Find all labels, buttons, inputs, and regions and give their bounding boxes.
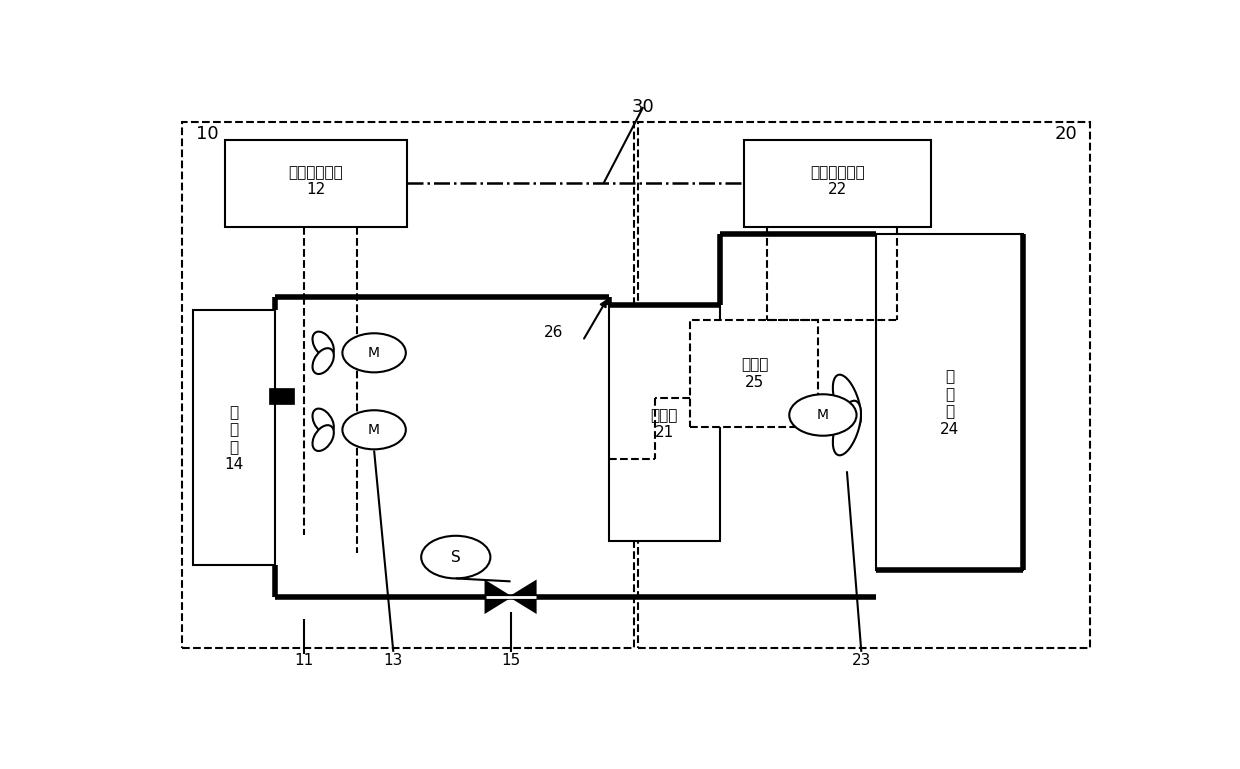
Ellipse shape	[312, 408, 334, 434]
Polygon shape	[486, 581, 511, 612]
Ellipse shape	[833, 401, 861, 455]
Text: 冷
凝
器
24: 冷 凝 器 24	[940, 370, 960, 437]
Text: 11: 11	[294, 653, 314, 668]
Text: 13: 13	[383, 653, 403, 668]
Bar	[875, 234, 1023, 570]
Ellipse shape	[312, 348, 334, 374]
Text: M: M	[817, 408, 828, 422]
Ellipse shape	[312, 425, 334, 451]
Text: M: M	[368, 346, 381, 360]
Polygon shape	[511, 581, 536, 612]
Circle shape	[342, 410, 405, 449]
Bar	[744, 140, 930, 227]
Text: 15: 15	[501, 653, 521, 668]
Text: M: M	[368, 423, 381, 437]
Text: 蒸
发
器
14: 蒸 发 器 14	[224, 405, 243, 472]
Circle shape	[342, 333, 405, 372]
Bar	[182, 122, 634, 647]
Bar	[609, 305, 720, 541]
Text: 变频器
25: 变频器 25	[742, 358, 769, 390]
Text: 室外机控制器
22: 室外机控制器 22	[810, 165, 864, 198]
Text: 20: 20	[1055, 125, 1078, 143]
Bar	[226, 140, 407, 227]
Text: 10: 10	[196, 125, 219, 143]
Text: 26: 26	[544, 325, 563, 340]
Ellipse shape	[833, 375, 861, 429]
Circle shape	[422, 536, 490, 578]
Text: 室内机控制器
12: 室内机控制器 12	[288, 165, 343, 198]
Ellipse shape	[312, 331, 334, 358]
Text: 压缩机
21: 压缩机 21	[651, 408, 678, 440]
Bar	[691, 320, 818, 428]
Text: 23: 23	[852, 653, 870, 668]
Circle shape	[789, 394, 857, 436]
Text: 30: 30	[632, 98, 655, 116]
Bar	[193, 310, 275, 564]
Bar	[639, 122, 1090, 647]
Bar	[269, 388, 294, 404]
Text: S: S	[451, 550, 461, 564]
